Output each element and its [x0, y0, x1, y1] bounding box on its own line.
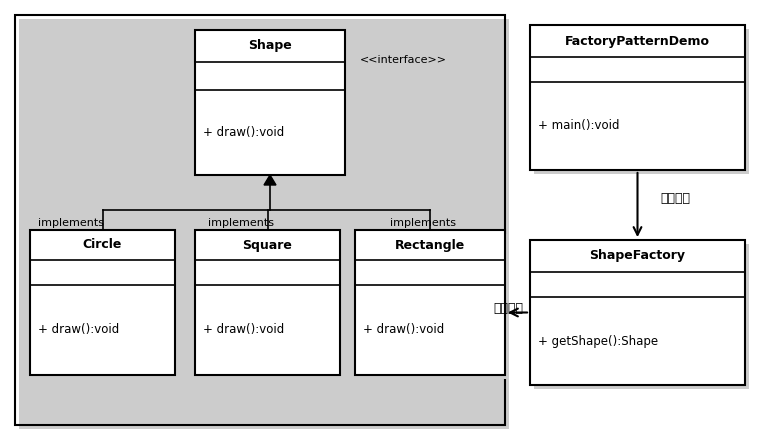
- Text: Circle: Circle: [83, 239, 122, 251]
- Text: 使用工厂: 使用工厂: [660, 191, 690, 205]
- Text: ShapeFactory: ShapeFactory: [590, 250, 686, 262]
- Bar: [195, 230, 340, 375]
- Polygon shape: [264, 175, 276, 185]
- Text: FactoryPatternDemo: FactoryPatternDemo: [565, 34, 710, 48]
- Bar: [530, 240, 745, 385]
- Text: + draw():void: + draw():void: [363, 324, 444, 336]
- Text: + draw():void: + draw():void: [203, 126, 284, 139]
- Bar: [15, 15, 505, 425]
- Text: + main():void: + main():void: [538, 120, 619, 132]
- Bar: [34, 234, 179, 379]
- Text: + draw():void: + draw():void: [38, 324, 119, 336]
- Text: Square: Square: [242, 239, 293, 251]
- Text: + draw():void: + draw():void: [203, 324, 284, 336]
- Text: Shape: Shape: [248, 40, 292, 52]
- Bar: [359, 234, 509, 379]
- Bar: [534, 244, 749, 389]
- Bar: [530, 25, 745, 170]
- Text: 创建工厂: 创建工厂: [493, 302, 523, 314]
- Bar: [355, 230, 505, 375]
- Text: <<interface>>: <<interface>>: [360, 55, 447, 65]
- Bar: [19, 19, 509, 429]
- Bar: [30, 230, 175, 375]
- Bar: [199, 34, 349, 179]
- Text: + getShape():Shape: + getShape():Shape: [538, 335, 658, 348]
- Text: implements: implements: [38, 218, 104, 228]
- Bar: [195, 30, 345, 175]
- Text: implements: implements: [208, 218, 274, 228]
- Bar: [534, 29, 749, 174]
- Bar: [199, 234, 344, 379]
- Text: implements: implements: [390, 218, 456, 228]
- Text: Rectangle: Rectangle: [394, 239, 465, 251]
